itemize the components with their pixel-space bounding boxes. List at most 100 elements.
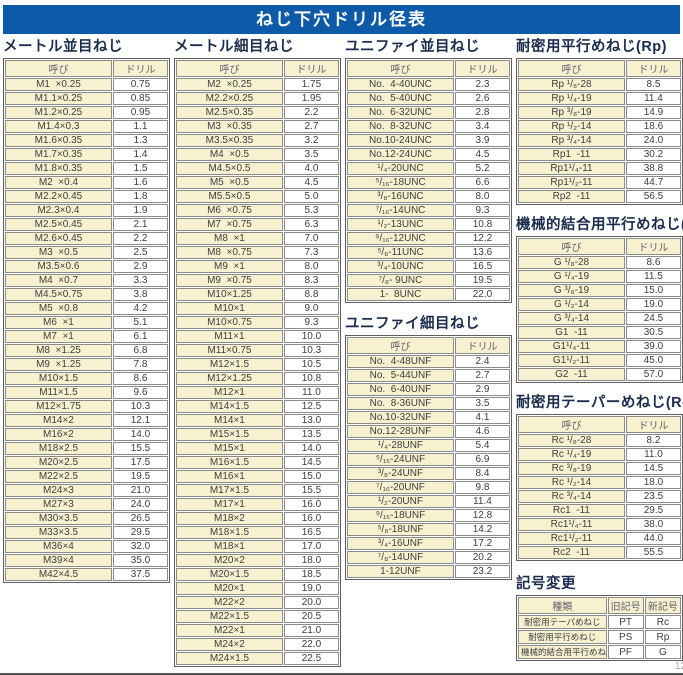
table-row: M7 ×0.75 6.3 [176, 218, 339, 231]
drill-value-cell: 5.3 [283, 204, 339, 217]
drill-value-cell: 13.5 [283, 428, 339, 441]
table-row: M11×1 10.0 [176, 330, 339, 343]
table-row: M4.5×0.75 3.8 [5, 288, 168, 301]
table-row: M22×1 21.0 [176, 624, 339, 637]
table-row: M2.6×0.45 2.2 [5, 232, 168, 245]
table-row: M2 ×0.4 1.6 [5, 176, 168, 189]
drill-value-cell: 21.0 [112, 484, 168, 497]
thread-name-cell: M5.5×0.5 [176, 190, 283, 203]
thread-name-cell: M10×1.5 [5, 372, 112, 385]
thread-kind-cell: 機械的結合用平行めねじ [518, 645, 607, 659]
drill-value-cell: 6.3 [283, 218, 339, 231]
drill-value-cell: 10.0 [283, 330, 339, 343]
thread-name-cell: G ¹/₂-14 [518, 298, 625, 311]
thread-name-cell: M12×1.25 [176, 372, 283, 385]
thread-name-cell: M11×1.5 [5, 386, 112, 399]
table-row: No.10-32UNF 4.1 [347, 411, 510, 424]
thread-name-cell: ³/₈-24UNF [347, 467, 454, 480]
thread-name-cell: No. 5-44UNF [347, 369, 454, 382]
drill-value-cell: 20.0 [283, 596, 339, 609]
table-row: Rp ¹/₂-14 18.6 [518, 120, 681, 133]
drill-value-cell: 2.9 [454, 383, 510, 396]
table-row: M5 ×0.5 4.5 [176, 176, 339, 189]
thread-name-cell: Rp ³/₈-19 [518, 106, 625, 119]
thread-name-cell: M22×2.5 [5, 470, 112, 483]
header-row: 呼び ドリル [347, 337, 510, 354]
table-row: M18×1 17.0 [176, 540, 339, 553]
table-body: M1 ×0.25 0.75 M1.1×0.25 0.85 M1.2×0.25 0.95 M1… [5, 78, 168, 581]
thread-name-cell: 1- 8UNC [347, 288, 454, 301]
thread-name-cell: M3.5×0.6 [5, 260, 112, 273]
thread-name-cell: Rc2 -11 [518, 546, 625, 559]
table-row: M2.5×0.45 2.1 [5, 218, 168, 231]
table-row: M9 ×1 8.0 [176, 260, 339, 273]
drill-value-cell: 6.6 [454, 176, 510, 189]
drill-value-cell: 1.75 [283, 78, 339, 91]
drill-value-cell: 3.5 [283, 148, 339, 161]
drill-value-cell: 10.8 [283, 372, 339, 385]
thread-name-cell: M12×1.5 [176, 358, 283, 371]
drill-value-cell: 18.5 [283, 568, 339, 581]
drill-value-cell: 11.0 [283, 386, 339, 399]
drill-value-cell: 12.8 [454, 509, 510, 522]
drill-value-cell: 2.3 [454, 78, 510, 91]
thread-name-cell: M24×3 [5, 484, 112, 497]
drill-value-cell: 1.4 [112, 148, 168, 161]
table-row: M12×1.25 10.8 [176, 372, 339, 385]
thread-name-cell: Rc1¹/₂-11 [518, 532, 625, 545]
old-symbol-cell: PT [607, 615, 644, 629]
drill-value-cell: 13.6 [454, 246, 510, 259]
section-rp: 耐密用平行めねじ(Rp) 呼び ドリル Rp ¹/₈-28 8.5 Rp ¹/₄-1… [516, 39, 683, 205]
table-row: M3 ×0.5 2.5 [5, 246, 168, 259]
table-row: ¹/₄-28UNF 5.4 [347, 439, 510, 452]
section-rc: 耐密用テーパーめねじ(Rc) 呼び ドリル Rc ¹/₈-28 8.2 Rc ¹/₄… [516, 395, 683, 561]
thread-name-cell: M1.6×0.35 [5, 134, 112, 147]
thread-name-cell: M2.2×0.45 [5, 190, 112, 203]
thread-name-cell: M3 ×0.35 [176, 120, 283, 133]
table-row: M24×3 21.0 [5, 484, 168, 497]
drill-value-cell: 9.8 [454, 481, 510, 494]
table-body: M2 ×0.25 1.75 M2.2×0.25 1.95 M2.5×0.35 2.2 M3 … [176, 78, 339, 665]
thread-name-cell: ⁷/₁₆-20UNF [347, 481, 454, 494]
table-row: M4 ×0.5 3.5 [176, 148, 339, 161]
table-row: M15×1 14.0 [176, 442, 339, 455]
drill-value-cell: 56.5 [625, 190, 681, 203]
drill-value-cell: 0.95 [112, 106, 168, 119]
table-row: M10×1 9.0 [176, 302, 339, 315]
drill-value-cell: 14.0 [283, 442, 339, 455]
thread-kind-cell: 耐密用テーパめねじ [518, 615, 607, 629]
table-row: Rc ¹/₄-19 11.0 [518, 448, 681, 461]
table-row: G2 -11 57.0 [518, 368, 681, 381]
column-header-drill: ドリル [454, 60, 510, 77]
drill-value-cell: 22.0 [283, 638, 339, 651]
thread-name-cell: ⁹/₁₆-18UNF [347, 509, 454, 522]
table-row: M39×4 35.0 [5, 554, 168, 567]
thread-name-cell: ¹/₄-20UNC [347, 162, 454, 175]
drill-value-cell: 1.8 [112, 190, 168, 203]
table-row: M1.4×0.3 1.1 [5, 120, 168, 133]
section-title-rp: 耐密用平行めねじ(Rp) [516, 39, 667, 55]
thread-name-cell: ⁷/₈- 9UNC [347, 274, 454, 287]
thread-name-cell: M18×2 [176, 512, 283, 525]
table-row: M14×1.5 12.5 [176, 400, 339, 413]
thread-name-cell: No.10-32UNF [347, 411, 454, 424]
drill-value-cell: 17.0 [283, 540, 339, 553]
drill-value-cell: 2.2 [283, 106, 339, 119]
table-row: M11×0.75 10.3 [176, 344, 339, 357]
table-body: No. 4-40UNC 2.3 No. 5-40UNC 2.6 No. 6-32UNC 2… [347, 78, 510, 301]
table-row: Rc ³/₈-19 14.5 [518, 462, 681, 475]
drill-value-cell: 8.3 [283, 274, 339, 287]
thread-name-cell: M22×2 [176, 596, 283, 609]
drill-value-cell: 11.4 [454, 495, 510, 508]
table-row: G ¹/₄-19 11.5 [518, 270, 681, 283]
table-row: ¹/₂-20UNF 11.4 [347, 495, 510, 508]
drill-value-cell: 1.9 [112, 204, 168, 217]
table-row: Rc1¹/₄-11 38.0 [518, 518, 681, 531]
table-row: 1-12UNF 23.2 [347, 565, 510, 578]
table-body: 耐密用テーパめねじ PT Rc 耐密用平行めねじ PS Rp 機械的結合用平行めねじ PF G [518, 615, 681, 659]
thread-name-cell: M1.8×0.35 [5, 162, 112, 175]
column-header-name: 呼び [5, 60, 112, 77]
new-symbol-cell: G [644, 645, 681, 659]
table-row: 機械的結合用平行めねじ PF G [518, 645, 681, 659]
table-row: Rp1¹/₂-11 44.7 [518, 176, 681, 189]
